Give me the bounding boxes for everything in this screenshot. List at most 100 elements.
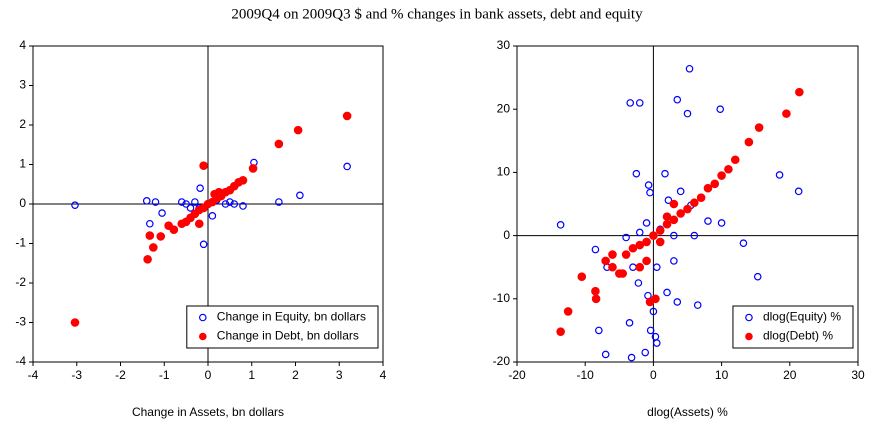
point	[795, 87, 804, 97]
point	[591, 245, 600, 254]
x-tick-label: 20	[783, 368, 797, 382]
legend-label: Change in Equity, bn dollars	[217, 310, 366, 324]
point	[646, 326, 655, 335]
point	[634, 279, 643, 287]
point	[221, 200, 230, 208]
point	[696, 193, 706, 202]
point	[234, 177, 243, 187]
x-tick-label: -4	[28, 368, 39, 382]
point	[70, 318, 80, 327]
point	[149, 243, 158, 252]
legend-frame	[732, 305, 854, 349]
legend-label: Change in Debt, bn dollars	[217, 329, 359, 343]
point	[608, 262, 617, 272]
point	[274, 139, 284, 149]
figure-title: 2009Q4 on 2009Q3 $ and % changes in bank…	[231, 6, 643, 22]
point	[703, 183, 713, 193]
point	[635, 262, 645, 272]
point	[214, 187, 224, 197]
point	[186, 204, 195, 212]
point	[794, 187, 803, 196]
point	[782, 109, 791, 118]
point	[142, 197, 151, 205]
y-tick-label: 4	[19, 38, 26, 52]
point	[618, 269, 628, 278]
point	[625, 319, 634, 327]
legend-marker	[198, 313, 207, 322]
point	[622, 233, 630, 242]
y-tick-label: -4	[15, 354, 26, 368]
point	[739, 239, 748, 247]
point	[724, 164, 733, 174]
point	[177, 219, 187, 229]
point	[663, 288, 671, 297]
point	[717, 219, 726, 227]
point	[626, 99, 635, 107]
point	[151, 198, 160, 206]
point	[191, 198, 199, 206]
point	[563, 307, 573, 316]
point	[710, 179, 720, 189]
point	[690, 198, 699, 208]
point	[199, 240, 208, 249]
point	[653, 339, 661, 347]
point	[577, 272, 587, 281]
x-tick-label: -10	[577, 368, 595, 382]
point	[182, 200, 190, 208]
point	[156, 232, 166, 241]
legend: Change in Equity, bn dollars Change in De…	[186, 305, 379, 349]
point	[662, 219, 672, 229]
point	[642, 256, 651, 266]
point	[591, 286, 600, 296]
y-tick-label: 20	[497, 101, 511, 115]
point	[664, 196, 673, 205]
y-tick-label: -1	[15, 236, 26, 250]
y-tick-label: -2	[15, 275, 26, 289]
point	[683, 109, 692, 118]
point	[646, 188, 654, 197]
legend-marker	[745, 313, 753, 322]
x-tick-label: 10	[715, 368, 729, 382]
point	[676, 187, 685, 196]
point	[293, 125, 303, 135]
point	[275, 198, 283, 206]
point	[662, 212, 672, 221]
x-tick-label: -3	[71, 368, 82, 382]
point	[164, 221, 173, 231]
point	[143, 254, 152, 264]
legend-marker	[198, 332, 207, 341]
y-tick-label: 3	[19, 78, 26, 92]
point	[635, 99, 644, 107]
point	[753, 272, 762, 281]
y-tick-label: -3	[15, 315, 26, 329]
legend-frame	[186, 305, 379, 349]
x-axis-label: dlog(Assets) %	[647, 405, 728, 419]
x-tick-label: 0	[205, 368, 212, 382]
point	[628, 243, 638, 253]
point	[717, 171, 726, 180]
point	[754, 123, 764, 132]
point	[194, 219, 204, 229]
point	[601, 256, 610, 266]
point	[642, 219, 651, 227]
point	[621, 250, 631, 259]
point	[673, 95, 682, 104]
point	[601, 350, 610, 359]
point	[556, 221, 565, 229]
point	[641, 348, 650, 357]
point	[673, 298, 682, 306]
point	[653, 263, 661, 272]
x-tick-label: -20	[508, 368, 526, 382]
point	[145, 231, 155, 240]
point	[676, 209, 685, 218]
y-tick-label: 0	[19, 196, 26, 210]
y-tick-label: 30	[497, 38, 511, 52]
legend-label: dlog(Debt) %	[763, 329, 833, 343]
point	[744, 137, 754, 147]
point	[651, 294, 660, 304]
point	[661, 169, 669, 178]
point	[655, 226, 665, 235]
x-tick-label: 1	[248, 368, 255, 382]
point	[608, 250, 617, 259]
point	[642, 237, 651, 247]
